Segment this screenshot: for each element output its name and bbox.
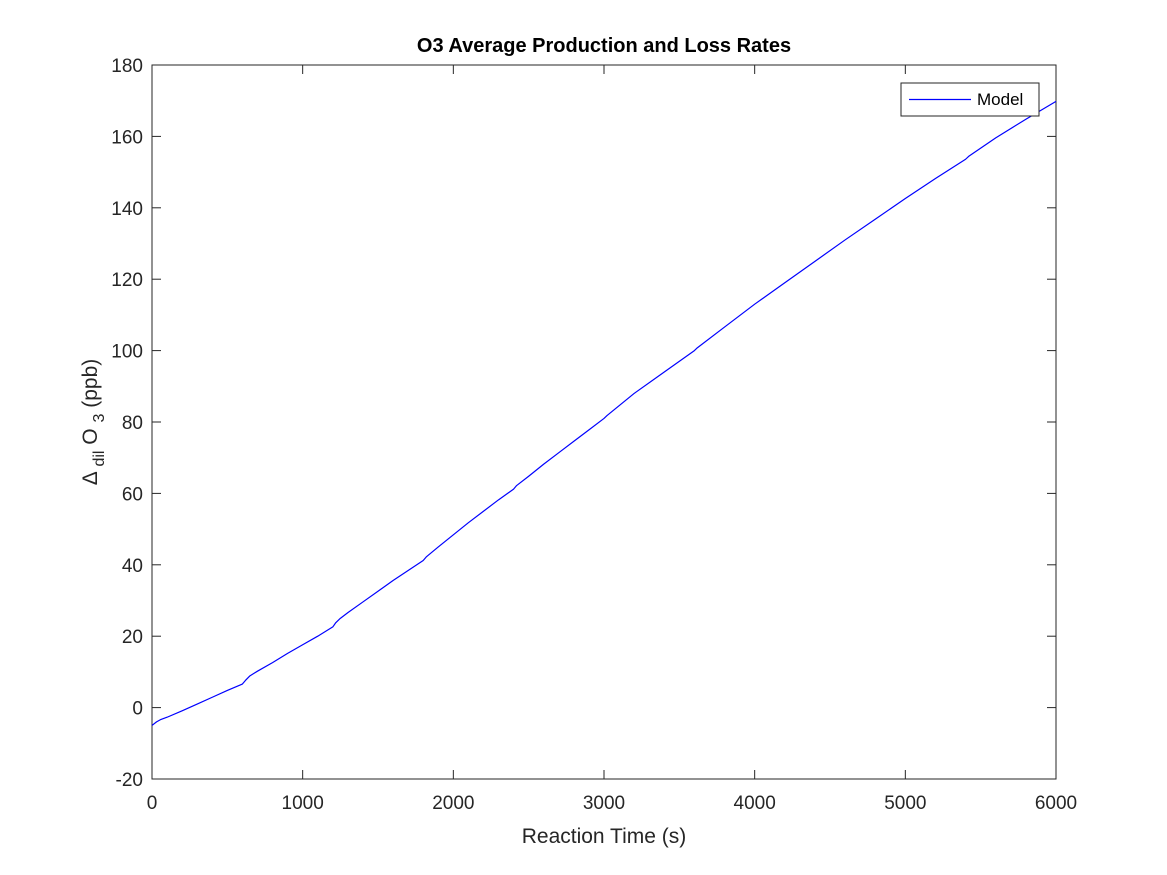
y-tick-label: -20: [116, 770, 143, 791]
legend-entry-model: Model: [977, 90, 1023, 109]
y-tick-label: 80: [122, 413, 143, 434]
x-tick-label: 1000: [282, 793, 324, 814]
y-tick-label: 60: [122, 484, 143, 505]
x-tick-label: 2000: [432, 793, 474, 814]
y-axis-label-suffix: (ppb): [79, 359, 102, 408]
x-tick-label: 0: [147, 793, 158, 814]
x-tick-label: 6000: [1035, 793, 1077, 814]
y-tick-label: 180: [111, 56, 143, 77]
plot-area: 0 1000 2000 3000 4000 5000 6000 -2002040608010…: [111, 56, 1077, 814]
series-line-model: [151, 100, 1057, 726]
y-axis-label-sub1: dil: [91, 451, 108, 467]
y-tick-label: 120: [111, 270, 143, 291]
x-tick-label: 5000: [884, 793, 926, 814]
y-axis-label: Δ dil O 3 (ppb): [79, 359, 109, 486]
x-tick-label: 3000: [583, 793, 625, 814]
y-axis-label-prefix: Δ: [79, 471, 102, 485]
series-layer: [151, 100, 1057, 726]
y-tick-label: 100: [111, 342, 143, 363]
y-axis-label-main: O: [79, 428, 102, 444]
y-tick-label: 40: [122, 556, 143, 577]
y-tick-label: 140: [111, 199, 143, 220]
legend: Model: [900, 82, 1040, 117]
x-tick-label: 4000: [734, 793, 776, 814]
x-axis-ticks: 0 1000 2000 3000 4000 5000 6000: [147, 65, 1077, 814]
y-tick-label: 0: [132, 699, 143, 720]
chart-title: O3 Average Production and Loss Rates: [417, 35, 791, 57]
y-axis-label-sub2: 3: [91, 414, 108, 423]
x-axis-label: Reaction Time (s): [522, 825, 687, 848]
y-tick-label: 160: [111, 127, 143, 148]
axes-box: [151, 64, 1057, 780]
y-tick-label: 20: [122, 627, 143, 648]
y-axis-ticks: -20 0 20 40 60 80 100 120 140 160 180: [111, 56, 1056, 791]
